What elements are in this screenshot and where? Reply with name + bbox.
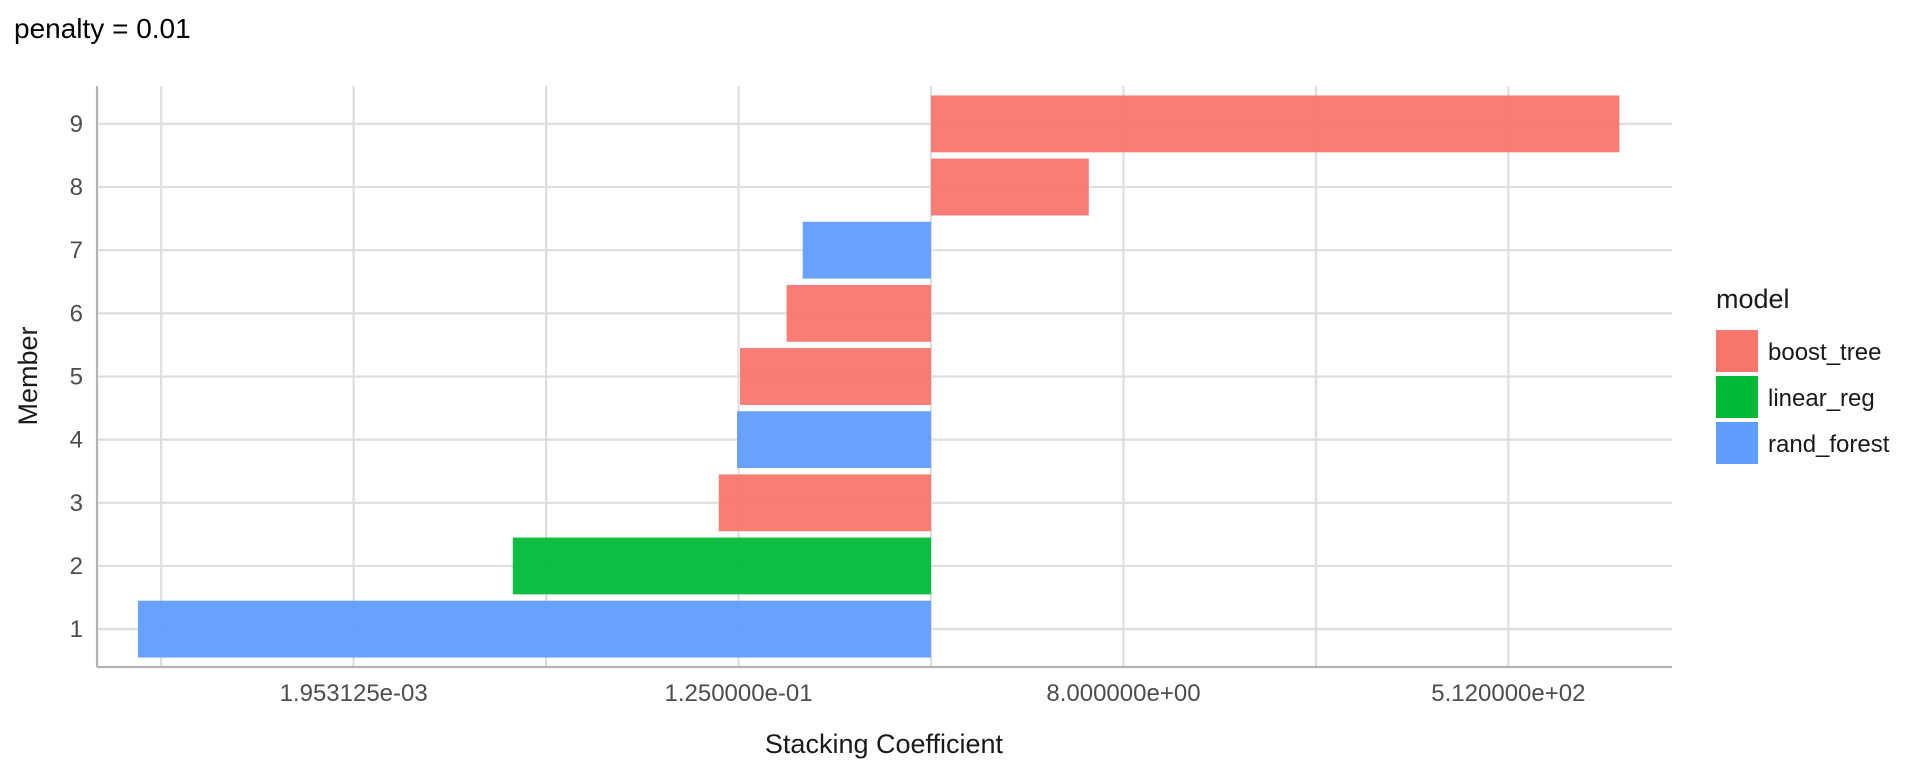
bar-member-1: [137, 600, 932, 658]
y-tick-label: 9: [70, 111, 83, 138]
y-tick-label: 4: [70, 427, 83, 454]
y-tick-label: 2: [70, 553, 83, 580]
legend-entries: boost_tree linear_reg rand_forest: [1716, 330, 1890, 464]
x-tick-label: 5.120000e+02: [1431, 680, 1585, 707]
legend-swatch-rand-forest: [1716, 422, 1758, 464]
x-tick-label: 1.250000e-01: [664, 680, 812, 707]
chart-title: penalty = 0.01: [14, 13, 191, 44]
x-axis-title: Stacking Coefficient: [765, 729, 1004, 759]
legend-label: boost_tree: [1768, 339, 1881, 366]
bar-member-2: [512, 537, 932, 595]
y-tick-labels: 1 2 3 4 5 6 7 8 9: [70, 111, 83, 643]
legend-label: rand_forest: [1768, 431, 1890, 458]
legend-swatch-boost-tree: [1716, 330, 1758, 372]
bars: [137, 95, 1620, 658]
legend-label: linear_reg: [1768, 385, 1875, 412]
y-tick-label: 3: [70, 490, 83, 517]
bar-member-6: [786, 284, 932, 342]
x-tick-label: 8.000000e+00: [1046, 680, 1200, 707]
legend: model boost_tree linear_reg rand_forest: [1716, 284, 1890, 464]
x-tick-labels: 1.953125e-03 1.250000e-01 8.000000e+00 5.12…: [280, 680, 1586, 707]
bar-member-9: [931, 95, 1620, 153]
y-tick-label: 1: [70, 616, 83, 643]
bar-member-5: [740, 348, 932, 405]
bar-member-3: [718, 474, 932, 532]
y-tick-label: 7: [70, 237, 83, 264]
bar-member-4: [737, 411, 932, 469]
legend-title: model: [1716, 284, 1790, 314]
y-tick-label: 8: [70, 174, 83, 201]
bar-member-8: [931, 158, 1089, 216]
y-tick-label: 5: [70, 364, 83, 391]
y-axis-title: Member: [13, 326, 43, 425]
x-tick-label: 1.953125e-03: [280, 680, 428, 707]
legend-swatch-linear-reg: [1716, 376, 1758, 418]
bar-member-7: [802, 221, 932, 279]
y-tick-label: 6: [70, 300, 83, 327]
